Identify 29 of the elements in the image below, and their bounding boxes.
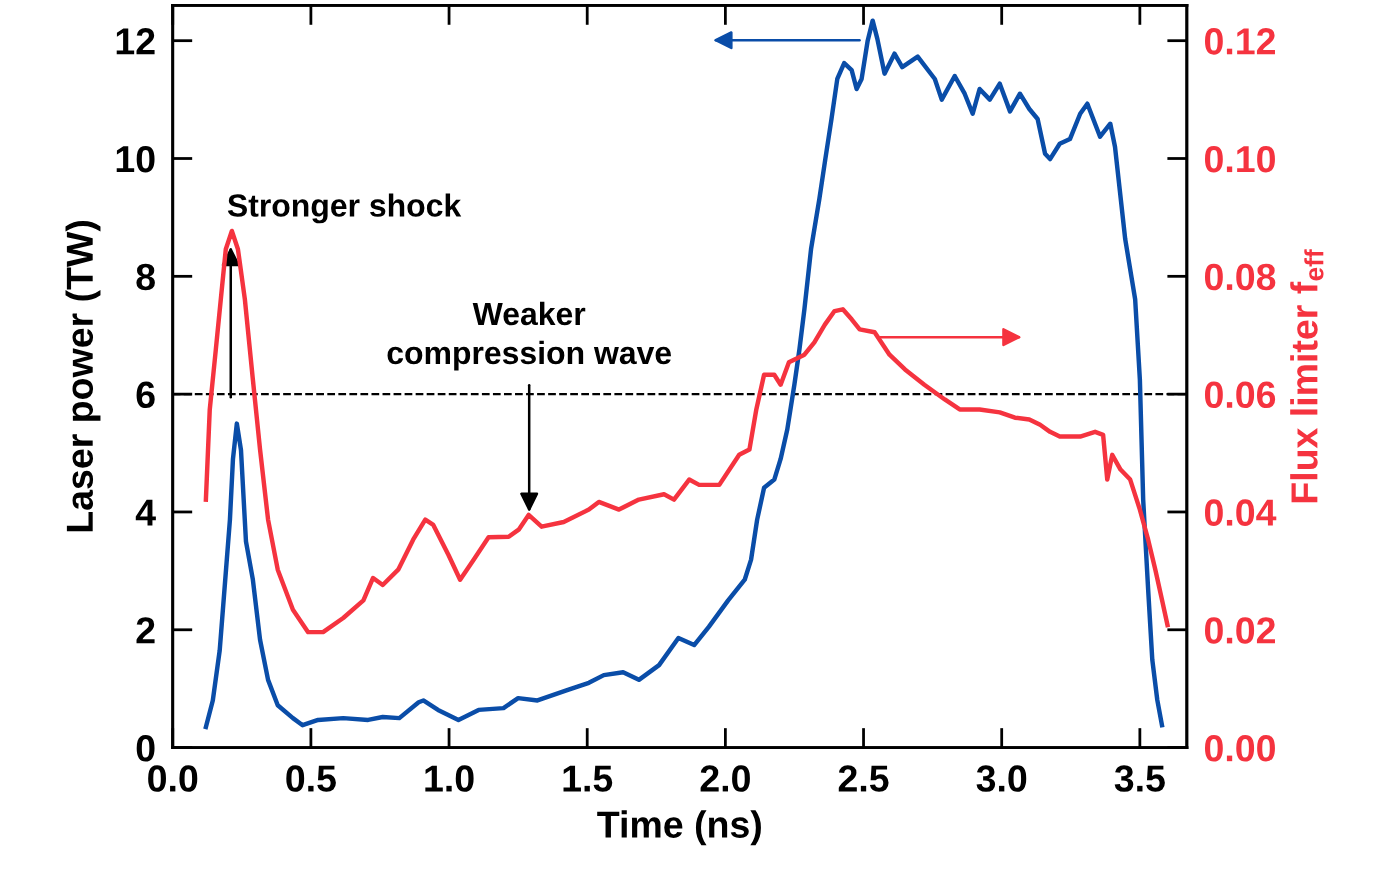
x-tick-label: 1.0 xyxy=(425,765,474,792)
y-axis-title: Laser power (TW) xyxy=(65,221,101,532)
line-series xyxy=(203,18,1165,730)
y2-tick-label: 0.04 xyxy=(1204,499,1277,526)
x-tick-label: 1.5 xyxy=(563,765,613,792)
y2-tick-label: 0.12 xyxy=(1204,28,1275,55)
x-tick-label: 2.5 xyxy=(838,765,889,792)
annotation: Weaker compression wave xyxy=(387,301,672,371)
y-tick-label: 4 xyxy=(135,499,156,526)
x-tick-label: 0.5 xyxy=(286,765,336,792)
y-tick-label: 8 xyxy=(136,263,155,291)
y-tick-label: 6 xyxy=(136,381,155,409)
x-tick-label: 2.0 xyxy=(700,765,750,792)
x-tick-label: 3.5 xyxy=(1114,765,1165,792)
y-tick-label: 2 xyxy=(136,617,155,644)
y2-tick-label: 0.08 xyxy=(1204,263,1276,291)
y-tick-label: 0 xyxy=(136,735,155,762)
y2-tick-label: 0.06 xyxy=(1204,381,1276,409)
y2-tick-label: 0.10 xyxy=(1204,145,1275,173)
y-tick-label: 12 xyxy=(116,28,155,55)
x-tick-label: 0.0 xyxy=(148,765,198,792)
y2-axis-title: Flux limiter f$_{eff}$ xyxy=(1290,249,1324,503)
y2-tick-label: 0.02 xyxy=(1204,617,1275,644)
x-tick-label: 3.0 xyxy=(976,765,1027,792)
y-tick-label: 10 xyxy=(116,145,155,173)
line-series xyxy=(203,228,1170,635)
y2-tick-label: 0.00 xyxy=(1204,735,1275,762)
x-axis-title: Time (ns) xyxy=(597,810,761,846)
annotation: Stronger shock xyxy=(227,193,462,224)
